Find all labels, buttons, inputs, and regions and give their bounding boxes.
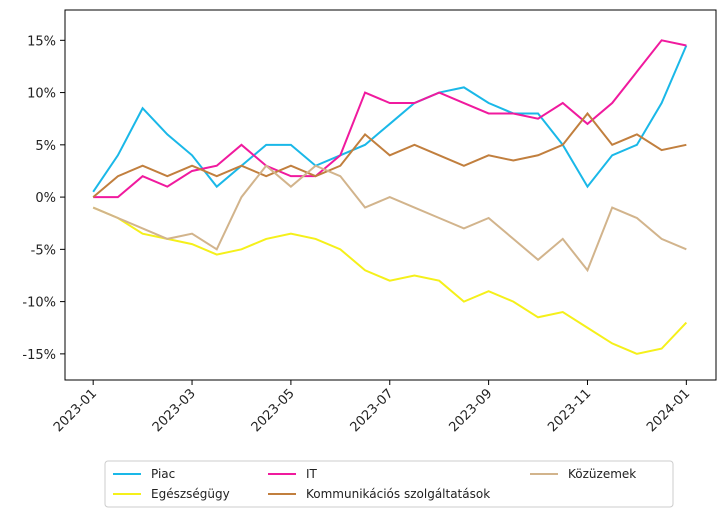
plot-frame xyxy=(64,9,717,381)
y-tick-label: -10% xyxy=(22,296,56,311)
x-tick-label: 2023-07 xyxy=(348,386,397,435)
line xyxy=(92,164,687,273)
x-tick-label: 2023-09 xyxy=(446,386,495,435)
y-tick-label: 10% xyxy=(27,87,56,102)
x-tick-label: 2024-01 xyxy=(644,386,693,435)
x-tick-label: 2023-11 xyxy=(545,386,594,435)
legend-label: Egészségügy xyxy=(151,487,230,501)
legend-label: Közüzemek xyxy=(568,467,636,481)
legend-box xyxy=(104,460,674,508)
line xyxy=(93,39,687,199)
legend-label: IT xyxy=(306,467,318,481)
legend-label: Kommunikációs szolgáltatások xyxy=(306,487,490,501)
x-tick-label: 2023-03 xyxy=(150,386,199,435)
x-tick-label: 2023-01 xyxy=(51,386,100,435)
y-tick-label: -15% xyxy=(22,348,56,363)
legend-label: Piac xyxy=(151,467,175,481)
x-tick-label: 2023-05 xyxy=(249,386,298,435)
line xyxy=(92,111,687,198)
legend: Piac Egészségügy IT Kommunikációs szolgálta… xyxy=(104,460,674,508)
y-tick-label: -5% xyxy=(31,243,56,258)
y-tick-label: 0% xyxy=(35,191,56,206)
line xyxy=(92,206,688,355)
y-tick-label: 5% xyxy=(35,139,56,154)
line xyxy=(92,45,688,193)
y-tick-label: 15% xyxy=(27,34,56,49)
